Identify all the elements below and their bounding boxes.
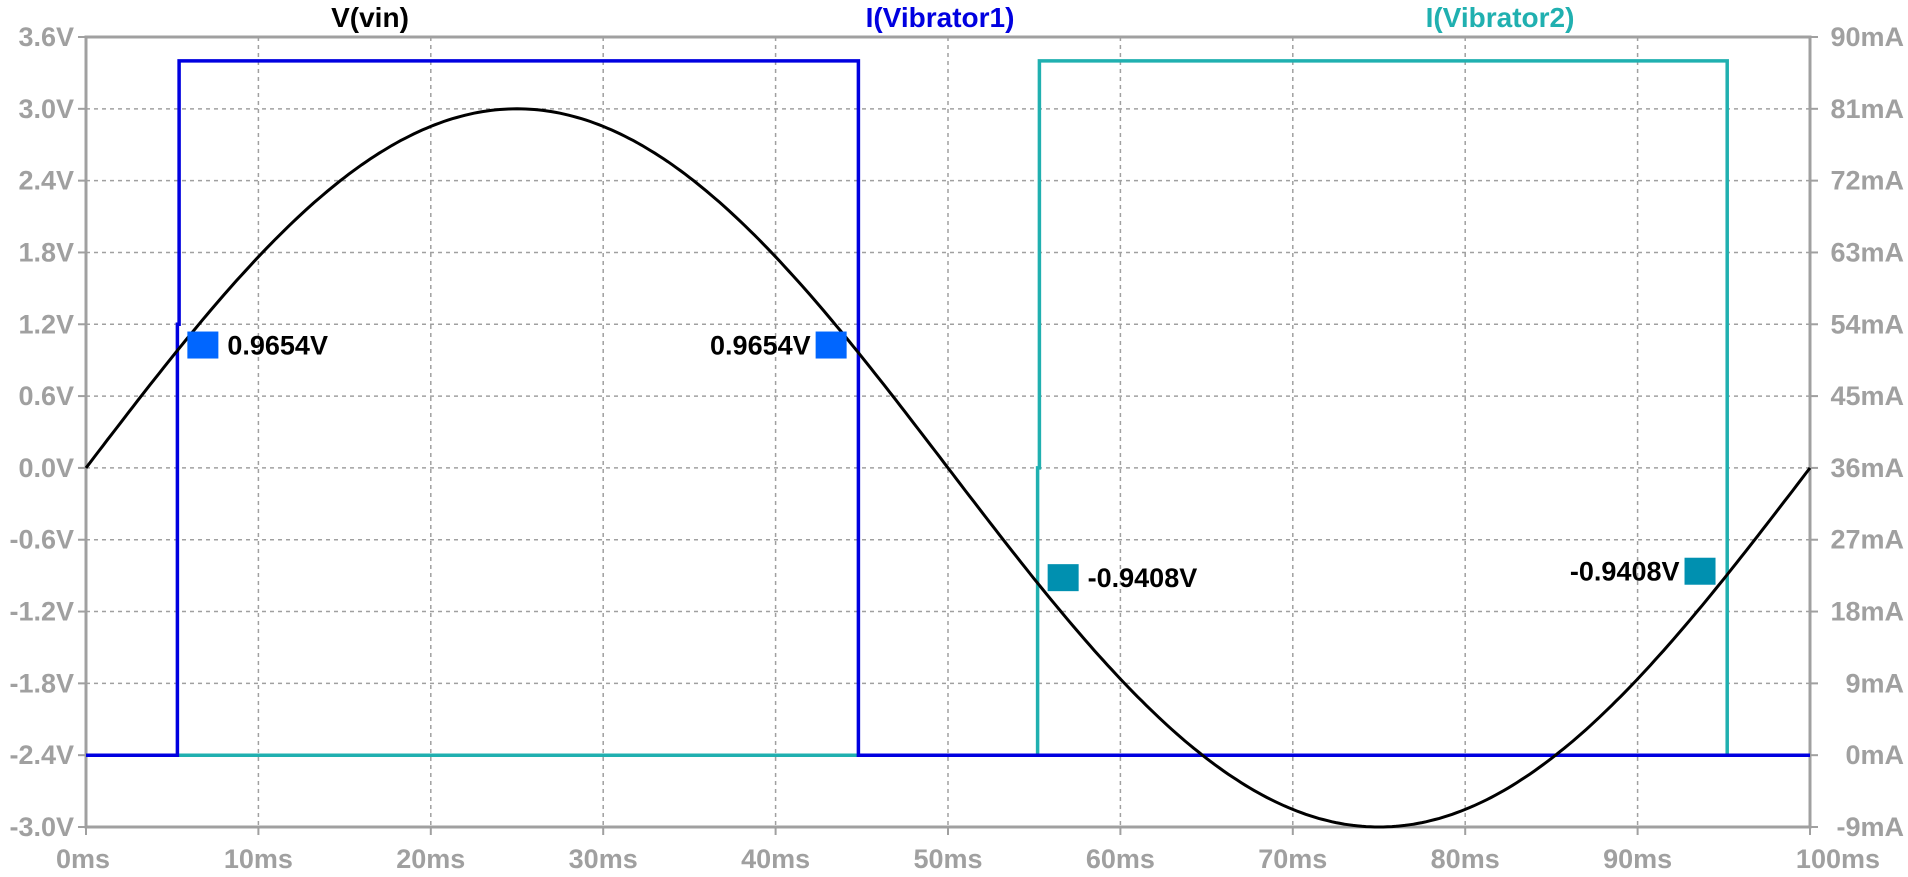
cursor-marker[interactable] — [1047, 564, 1079, 592]
x-axis-ticks: 0ms 10ms 20ms 30ms 40ms 50ms 60ms 70ms 80ms 90ms 1… — [56, 827, 1880, 874]
right-tick-label: 45mA — [1830, 381, 1904, 411]
x-tick-label: 50ms — [913, 844, 982, 874]
right-tick-label: 54mA — [1830, 309, 1904, 339]
x-tick-label: 100ms — [1796, 844, 1880, 874]
left-tick-label: -3.0V — [9, 812, 74, 842]
left-tick-label: 0.0V — [18, 453, 74, 483]
left-tick-label: -0.6V — [9, 525, 74, 555]
x-tick-label: 60ms — [1086, 844, 1155, 874]
x-tick-label: 90ms — [1603, 844, 1672, 874]
x-tick-label: 80ms — [1431, 844, 1500, 874]
right-tick-label: 90mA — [1830, 22, 1904, 52]
left-tick-label: 1.2V — [18, 309, 74, 339]
x-tick-label: 20ms — [396, 844, 465, 874]
left-tick-label: 1.8V — [18, 237, 74, 267]
cursor-marker[interactable] — [815, 331, 847, 359]
x-tick-label: 40ms — [741, 844, 810, 874]
right-tick-label: 9mA — [1845, 668, 1904, 698]
left-tick-label: -1.8V — [9, 668, 74, 698]
right-tick-label: 63mA — [1830, 237, 1904, 267]
grid-lines — [86, 37, 1810, 827]
left-tick-label: 2.4V — [18, 166, 74, 196]
traces — [84, 59, 1812, 829]
cursor-value-label: -0.9408V — [1570, 557, 1680, 587]
left-tick-label: 3.6V — [18, 22, 74, 52]
right-tick-label: 27mA — [1830, 525, 1904, 555]
cursor-marker[interactable] — [1684, 557, 1716, 585]
cursors: 0.9654V 0.9654V -0.9408V -0.9408V — [187, 331, 1716, 593]
right-tick-label: 36mA — [1830, 453, 1904, 483]
cursor-value-label: 0.9654V — [710, 331, 811, 361]
x-tick-label: 10ms — [224, 844, 293, 874]
legend-i-vibrator1[interactable]: I(Vibrator1) — [866, 2, 1015, 33]
x-tick-label: 70ms — [1258, 844, 1327, 874]
cursor-marker[interactable] — [187, 331, 219, 359]
left-tick-label: 0.6V — [18, 381, 74, 411]
cursor-value-label: -0.9408V — [1088, 563, 1198, 593]
right-axis-ticks: -9mA 0mA 9mA 18mA 27mA 36mA 45mA 54mA 63mA 72mA 81… — [1810, 22, 1904, 842]
legend-v-vin[interactable]: V(vin) — [331, 2, 409, 33]
cursor-value-label: 0.9654V — [227, 331, 328, 361]
right-tick-label: 81mA — [1830, 94, 1904, 124]
right-tick-label: 0mA — [1845, 740, 1904, 770]
left-axis-ticks: -3.0V -2.4V -1.8V -1.2V -0.6V 0.0V 0.6V 1.2V 1.8… — [9, 22, 86, 842]
x-tick-label: 30ms — [569, 844, 638, 874]
x-tick-label: 0ms — [56, 844, 110, 874]
trace-i-vibrator1[interactable] — [86, 59, 1810, 757]
legend-i-vibrator2[interactable]: I(Vibrator2) — [1426, 2, 1575, 33]
trace-v-vin[interactable] — [84, 107, 1812, 829]
left-tick-label: -2.4V — [9, 740, 74, 770]
right-tick-label: 72mA — [1830, 166, 1904, 196]
trace-i-vibrator2[interactable] — [86, 59, 1810, 757]
left-tick-label: 3.0V — [18, 94, 74, 124]
right-tick-label: -9mA — [1836, 812, 1904, 842]
left-tick-label: -1.2V — [9, 597, 74, 627]
right-tick-label: 18mA — [1830, 597, 1904, 627]
